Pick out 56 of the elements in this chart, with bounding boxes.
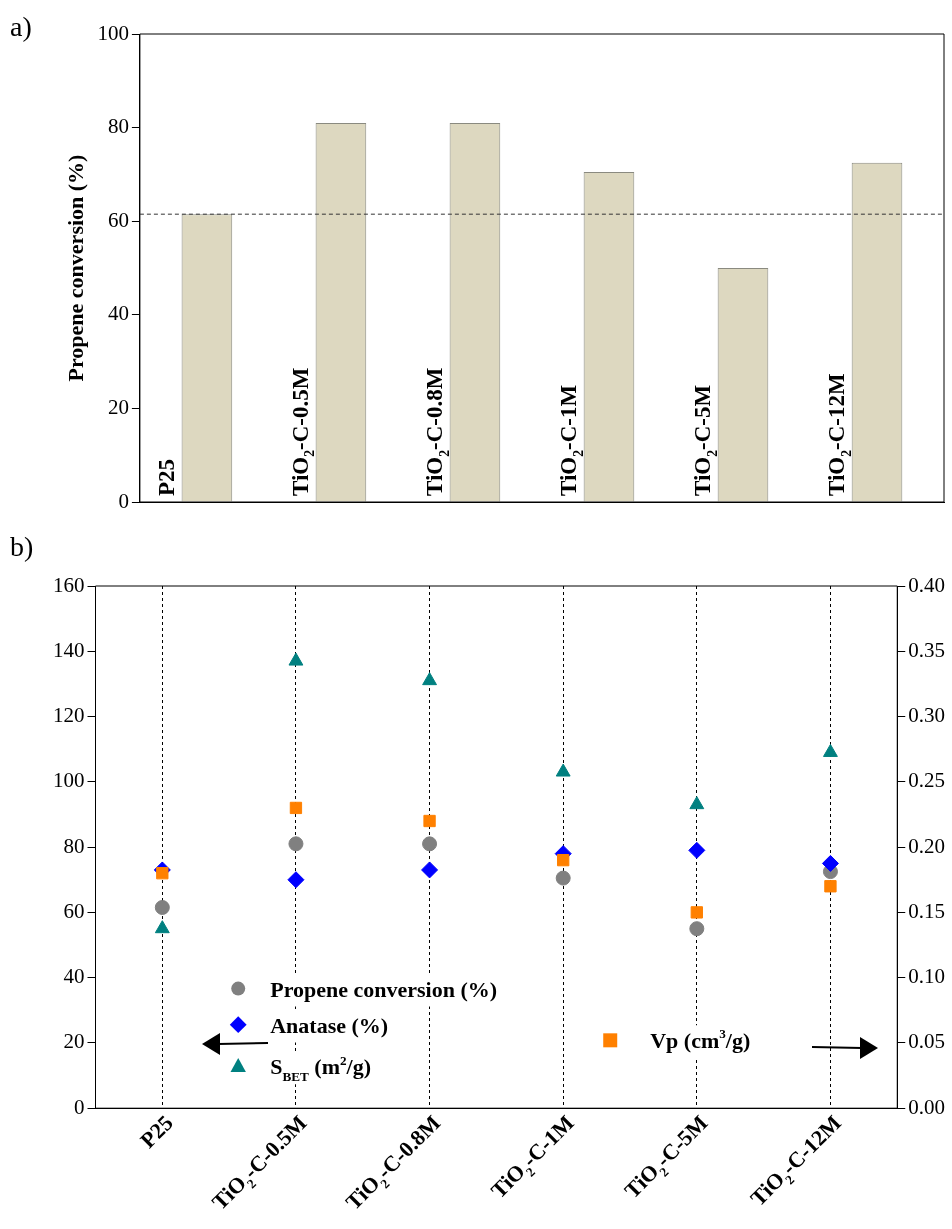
y2-tick-label: 0.10 xyxy=(908,964,945,989)
x-tick-label: TiO2-C-0.8M xyxy=(421,367,452,496)
y2-tick-label: 0.00 xyxy=(908,1094,945,1119)
y2-tick-label: 0.20 xyxy=(908,833,945,858)
point xyxy=(689,796,705,810)
y-tick-label: 80 xyxy=(107,114,129,139)
point xyxy=(555,763,571,777)
y2-tick-label: 0.15 xyxy=(908,898,945,923)
y2-tick-label: 0.40 xyxy=(908,572,945,597)
y-tick-label: 80 xyxy=(63,833,85,858)
point xyxy=(690,906,703,919)
y-tick-label: 0 xyxy=(118,488,129,513)
point xyxy=(688,841,706,859)
x-tick-label: TiO2-C-1M xyxy=(555,384,586,496)
y-tick-label: 60 xyxy=(63,898,85,923)
y2-tick-label: 0.35 xyxy=(908,637,945,662)
y-tick-label: 160 xyxy=(53,572,85,597)
y-tick-label: 100 xyxy=(97,20,129,45)
x-tick-label: TiO2-C-0.5M xyxy=(287,367,318,496)
y-tick-label: 120 xyxy=(53,703,85,728)
chart-title: b) xyxy=(10,531,34,562)
y-tick-label: 20 xyxy=(63,1029,85,1054)
point xyxy=(289,801,303,815)
point xyxy=(824,880,837,893)
y2-tick-label: 0.30 xyxy=(908,703,945,728)
y-tick-label: 0 xyxy=(74,1094,85,1119)
y-tick-label: 140 xyxy=(53,637,85,662)
x-tick-label: TiO2-C-5M xyxy=(689,384,720,496)
point xyxy=(422,836,438,852)
point xyxy=(821,854,839,872)
y-tick-label: 100 xyxy=(53,768,85,793)
point xyxy=(423,814,436,828)
y-tick-label: 40 xyxy=(63,964,85,989)
y-tick-label: 60 xyxy=(107,207,129,232)
point xyxy=(288,836,304,852)
legend-label: Anatase (%) xyxy=(270,1012,389,1038)
point xyxy=(422,672,437,686)
y2-tick-label: 0.25 xyxy=(908,768,945,793)
y-tick-label: 20 xyxy=(107,394,129,419)
point xyxy=(156,867,169,880)
point xyxy=(823,743,838,757)
y-axis-title: Propene conversion (%) xyxy=(62,154,88,382)
x-tick-label: P25 xyxy=(153,458,179,496)
point xyxy=(689,921,705,937)
x-tick-label: TiO2-C-12M xyxy=(823,372,854,496)
point xyxy=(555,870,571,886)
y-tick-label: 40 xyxy=(107,301,129,326)
point xyxy=(287,871,305,889)
x-tick-label: P25 xyxy=(135,1110,178,1153)
point xyxy=(154,899,170,915)
point xyxy=(557,854,570,867)
point xyxy=(421,861,439,879)
y2-tick-label: 0.05 xyxy=(908,1029,945,1054)
legend-label: Propene conversion (%) xyxy=(270,976,498,1002)
point xyxy=(288,652,304,666)
chart-title: a) xyxy=(10,11,32,42)
